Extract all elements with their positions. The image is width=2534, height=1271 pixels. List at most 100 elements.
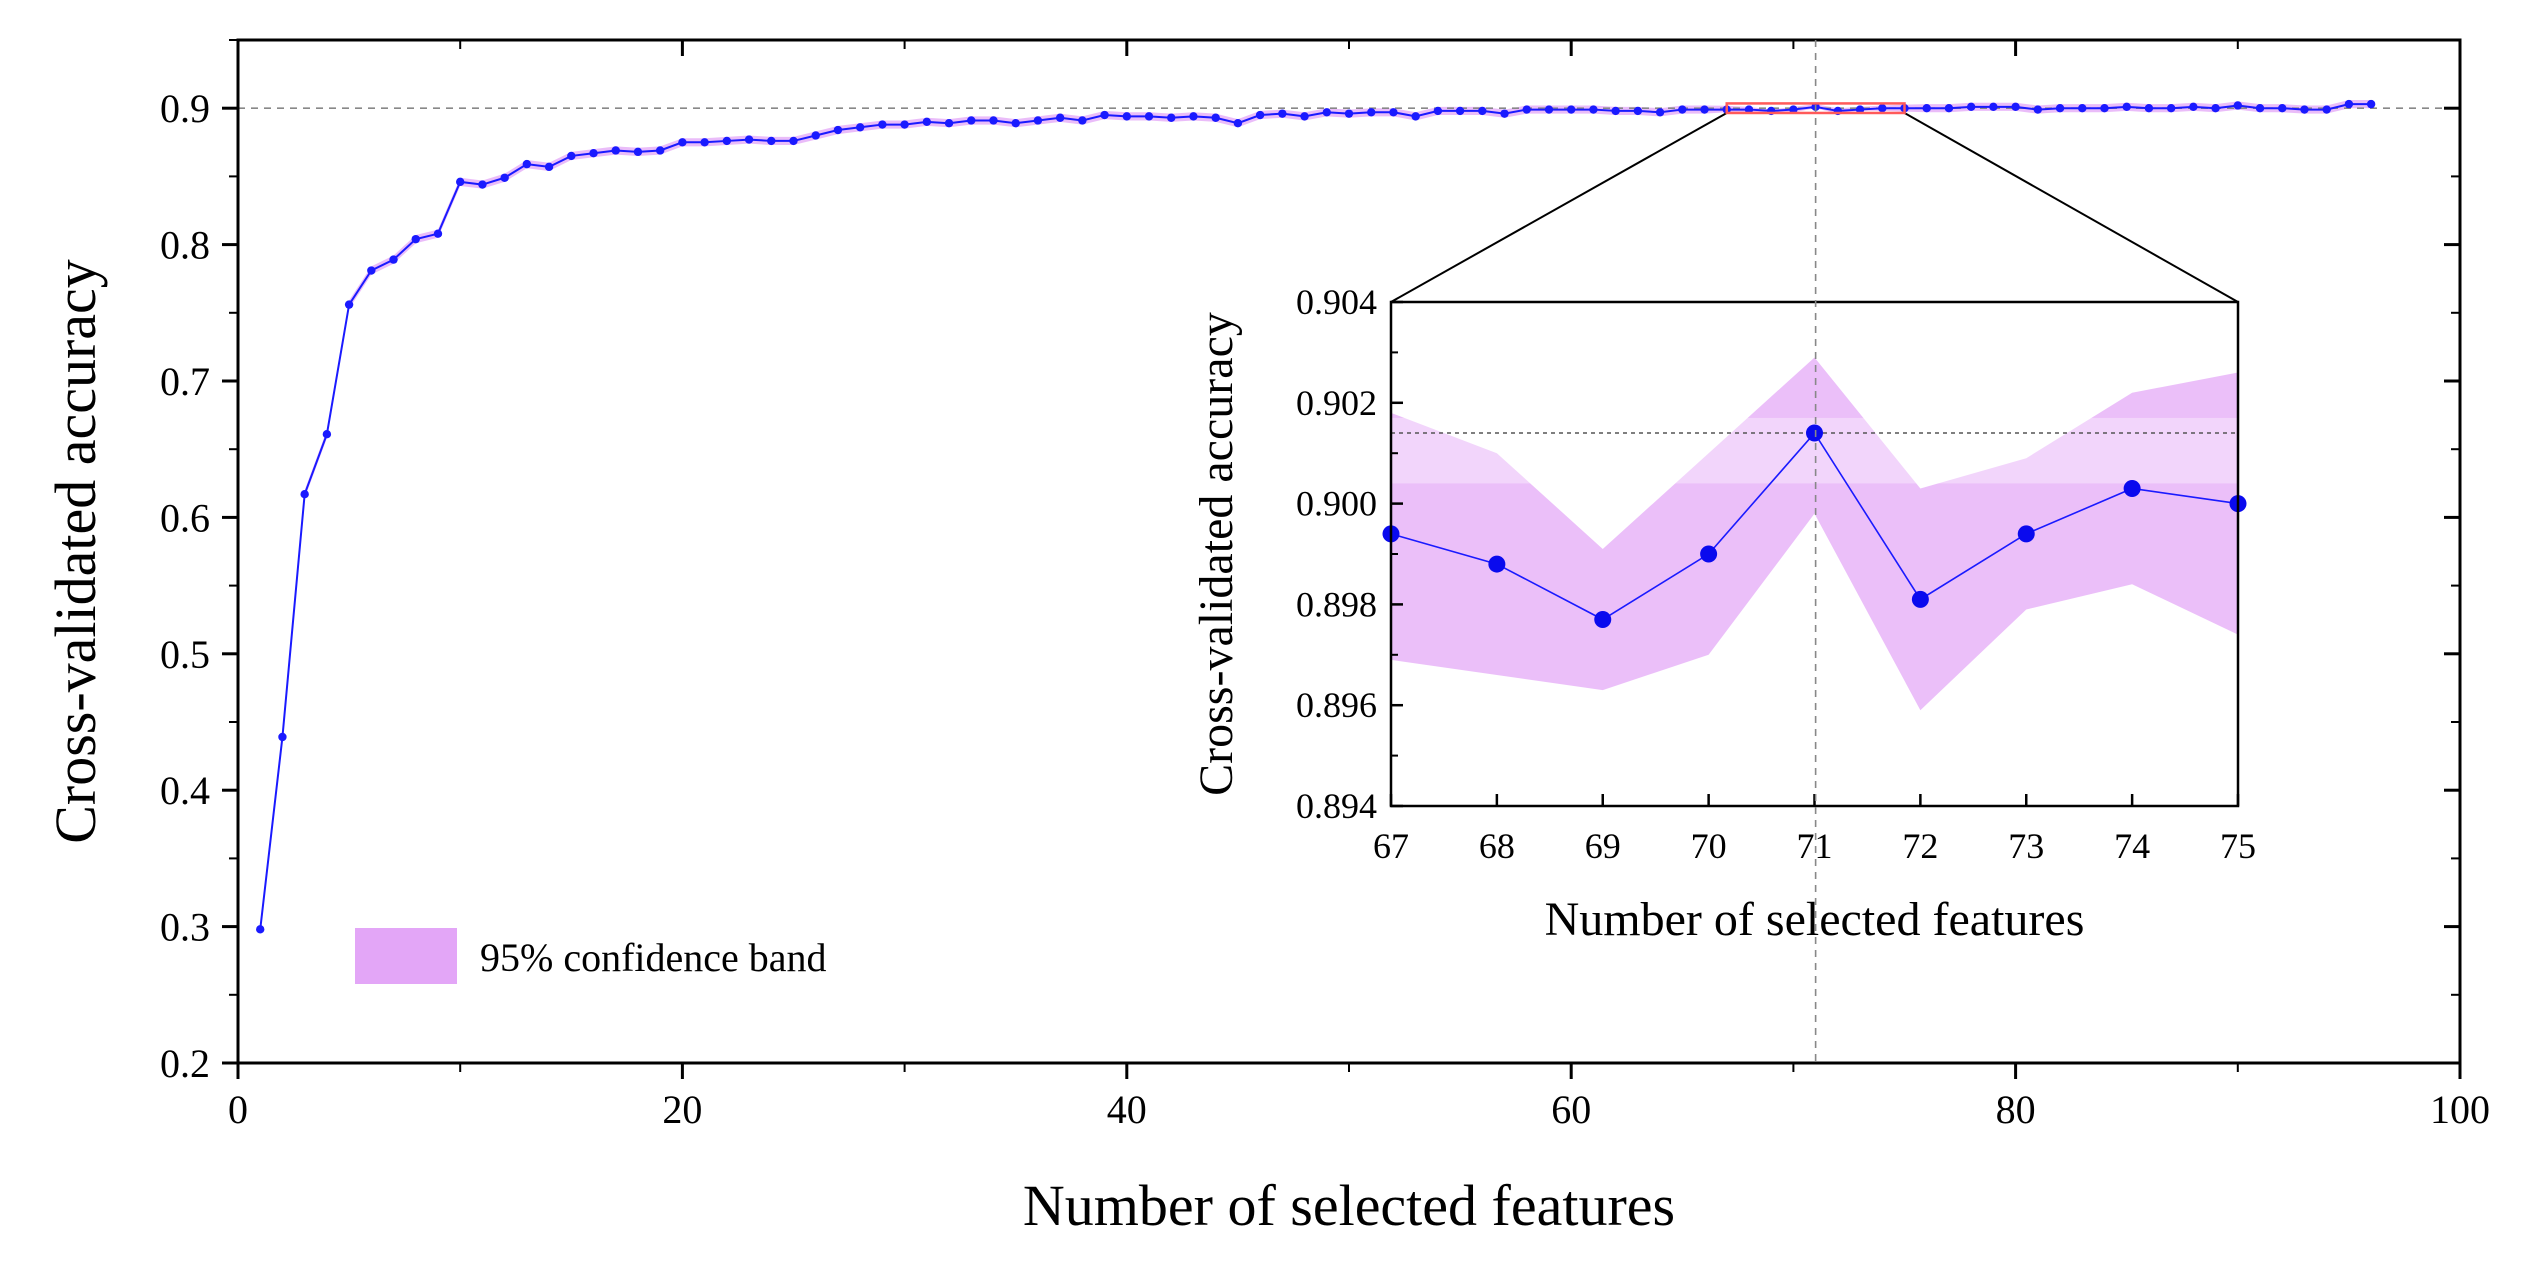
legend: 95% confidence band bbox=[355, 928, 827, 984]
main-data-point bbox=[456, 177, 465, 187]
main-data-point bbox=[1322, 108, 1331, 117]
main-y-tick-label: 0.3 bbox=[160, 905, 210, 950]
main-data-point bbox=[1678, 105, 1687, 114]
inset-data-point bbox=[1594, 611, 1612, 629]
main-data-point bbox=[922, 117, 932, 127]
main-data-point bbox=[700, 138, 709, 147]
legend-swatch bbox=[355, 928, 457, 984]
main-data-point bbox=[389, 255, 398, 264]
inset-data-point bbox=[1911, 590, 1929, 608]
main-data-point bbox=[1189, 112, 1198, 121]
main-data-point bbox=[1100, 110, 1109, 120]
main-data-point bbox=[1433, 106, 1443, 116]
main-data-point bbox=[1589, 105, 1598, 114]
inset-y-tick-label: 0.898 bbox=[1296, 584, 1377, 624]
main-data-point bbox=[2211, 104, 2220, 113]
main-ticks: 0 20 40 60 80 100 0.2 0.3 0.4 0.5 0.6 0.7 0.8 0.9 bbox=[160, 39, 2490, 1132]
main-data-point bbox=[2100, 104, 2109, 113]
main-data-point bbox=[855, 123, 865, 132]
main-data-point bbox=[633, 147, 643, 157]
main-x-tick-label: 80 bbox=[1996, 1087, 2036, 1132]
main-data-point bbox=[1966, 102, 1976, 112]
main-data-point bbox=[678, 138, 687, 147]
main-data-point bbox=[500, 173, 509, 182]
main-data-point bbox=[256, 925, 265, 934]
inset-y-tick-label: 0.896 bbox=[1296, 685, 1377, 725]
main-data-point bbox=[900, 120, 909, 129]
main-x-tick-label: 0 bbox=[228, 1087, 248, 1132]
main-data-point bbox=[2033, 105, 2043, 114]
main-data-point bbox=[1300, 112, 1309, 121]
main-data-point bbox=[278, 732, 287, 742]
main-data-point bbox=[878, 120, 887, 129]
main-data-point bbox=[1478, 106, 1487, 116]
main-data-point bbox=[655, 146, 665, 155]
main-data-point bbox=[1700, 105, 1709, 114]
main-data-point bbox=[411, 234, 420, 244]
main-data-point bbox=[1211, 113, 1220, 122]
zoom-box bbox=[1725, 102, 1906, 115]
inset-y-tick-label: 0.904 bbox=[1296, 282, 1377, 322]
main-data-point bbox=[1855, 105, 1865, 114]
main-y-tick-label: 0.8 bbox=[160, 223, 210, 268]
main-data-point bbox=[1989, 102, 1998, 112]
main-data-point bbox=[2011, 102, 2020, 112]
inset-ticks: 67 68 69 70 71 72 73 74 75 0.894 0.896 0.898 0.900 0.… bbox=[1296, 282, 2256, 866]
main-data-point bbox=[589, 149, 598, 158]
inset-x-tick-label: 69 bbox=[1585, 826, 1621, 866]
inset-data-point bbox=[1700, 545, 1718, 563]
main-data-point bbox=[2144, 104, 2154, 113]
main-data-point bbox=[1078, 116, 1087, 125]
main-data-point bbox=[2078, 104, 2087, 113]
inset-x-tick-label: 75 bbox=[2220, 826, 2256, 866]
main-data-point bbox=[344, 300, 354, 309]
main-data-point bbox=[1033, 116, 1043, 125]
inset-y-tick-label: 0.894 bbox=[1296, 786, 1377, 826]
main-data-point bbox=[1789, 105, 1798, 114]
main-data-point bbox=[522, 159, 532, 169]
main-y-tick-label: 0.5 bbox=[160, 632, 210, 677]
inset-x-tick-label: 73 bbox=[2008, 826, 2044, 866]
inset-x-tick-label: 72 bbox=[1902, 826, 1938, 866]
main-data-point bbox=[2122, 102, 2131, 112]
main-y-tick-label: 0.4 bbox=[160, 768, 210, 813]
inset-plot: 67 68 69 70 71 72 73 74 75 0.894 0.896 0.898 0.900 0.… bbox=[1190, 282, 2256, 946]
main-data-point bbox=[1122, 112, 1132, 121]
main-data-point bbox=[611, 146, 620, 155]
main-data-point bbox=[1233, 119, 1243, 128]
main-data-point bbox=[1144, 112, 1154, 121]
main-plot: 0 20 40 60 80 100 0.2 0.3 0.4 0.5 0.6 0.7 0.8 0.9 Num… bbox=[43, 38, 2490, 1238]
main-data-point bbox=[433, 229, 443, 238]
main-y-tick-label: 0.2 bbox=[160, 1041, 210, 1086]
main-data-point bbox=[1367, 108, 1376, 117]
main-data-point bbox=[1455, 106, 1465, 116]
main-data-point bbox=[1922, 104, 1931, 113]
inset-y-axis-label: Cross-validated accuracy bbox=[1190, 312, 1243, 796]
inset-x-tick-label: 70 bbox=[1691, 826, 1727, 866]
main-data-point bbox=[1055, 113, 1065, 122]
main-data-point bbox=[744, 135, 754, 144]
main-y-tick-label: 0.7 bbox=[160, 359, 210, 404]
main-data-point bbox=[811, 131, 820, 140]
main-data-point bbox=[1567, 105, 1576, 114]
inset-data-point bbox=[1488, 555, 1506, 573]
main-data-point bbox=[1655, 108, 1665, 117]
main-data-point bbox=[2255, 104, 2265, 113]
main-data-point bbox=[1500, 109, 1509, 118]
main-x-axis-label: Number of selected features bbox=[1023, 1173, 1675, 1238]
main-data-point bbox=[1878, 104, 1887, 113]
main-data-point bbox=[2278, 104, 2287, 113]
main-data-point bbox=[300, 490, 309, 499]
main-data-point bbox=[2233, 101, 2242, 110]
main-data-point bbox=[1278, 109, 1287, 118]
main-data-point bbox=[1522, 105, 1531, 114]
main-data-point bbox=[2166, 104, 2176, 113]
main-data-point bbox=[1411, 112, 1420, 121]
main-data-point bbox=[1011, 119, 1020, 128]
main-data-point bbox=[367, 266, 376, 275]
main-data-point bbox=[967, 116, 976, 125]
zoom-connector-right bbox=[1904, 112, 2239, 303]
zoom-connector-left bbox=[1390, 112, 1728, 303]
main-data-point bbox=[944, 119, 954, 128]
main-data-point bbox=[567, 151, 576, 161]
